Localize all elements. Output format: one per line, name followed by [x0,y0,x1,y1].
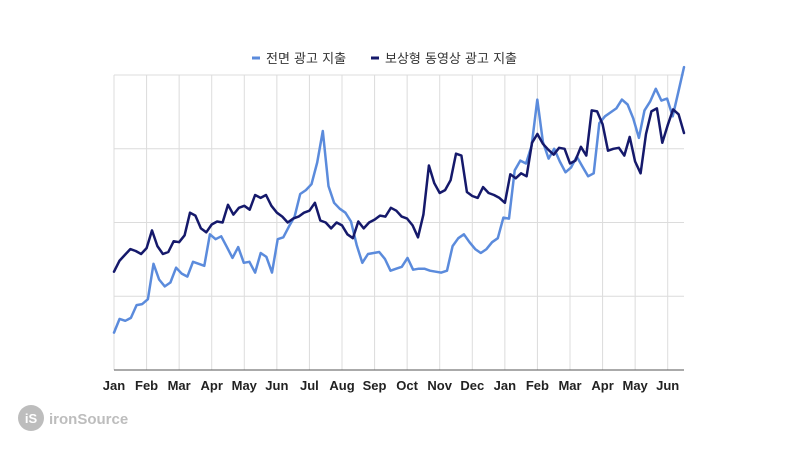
x-tick-label: Jan [494,378,516,393]
x-tick-label: Nov [427,378,452,393]
x-tick-label: Jan [103,378,125,393]
x-tick-label: Feb [526,378,549,393]
x-tick-label: Aug [329,378,354,393]
svg-text:iS: iS [25,411,38,426]
x-tick-label: Jun [656,378,679,393]
x-tick-label: Sep [363,378,387,393]
series-layer [112,65,686,334]
x-tick-label: May [622,378,648,393]
x-axis: Jan Feb Mar Apr May Jun Jul Aug Sep Oct Nov Dec Jan F… [103,378,680,393]
x-tick-label: Oct [396,378,418,393]
series-line-0 [112,65,686,334]
x-tick-label: Apr [591,378,613,393]
x-tick-label: Apr [201,378,223,393]
grid [113,74,684,371]
x-tick-label: Mar [558,378,581,393]
x-tick-label: Feb [135,378,158,393]
legend: 전면 광고 지출 보상형 동영상 광고 지출 [252,52,517,67]
logo: iS ironSource [18,405,128,431]
x-tick-label: Jul [300,378,319,393]
ironsource-logo-icon: iS [18,405,44,431]
legend-label: 전면 광고 지출 [266,52,346,67]
x-tick-label: Mar [168,378,191,393]
x-tick-label: Dec [460,378,484,393]
logo-text: ironSource [49,411,128,428]
series-line-1 [112,107,686,273]
legend-label: 보상형 동영상 광고 지출 [385,52,517,67]
x-tick-label: Jun [265,378,288,393]
x-tick-label: May [232,378,258,393]
